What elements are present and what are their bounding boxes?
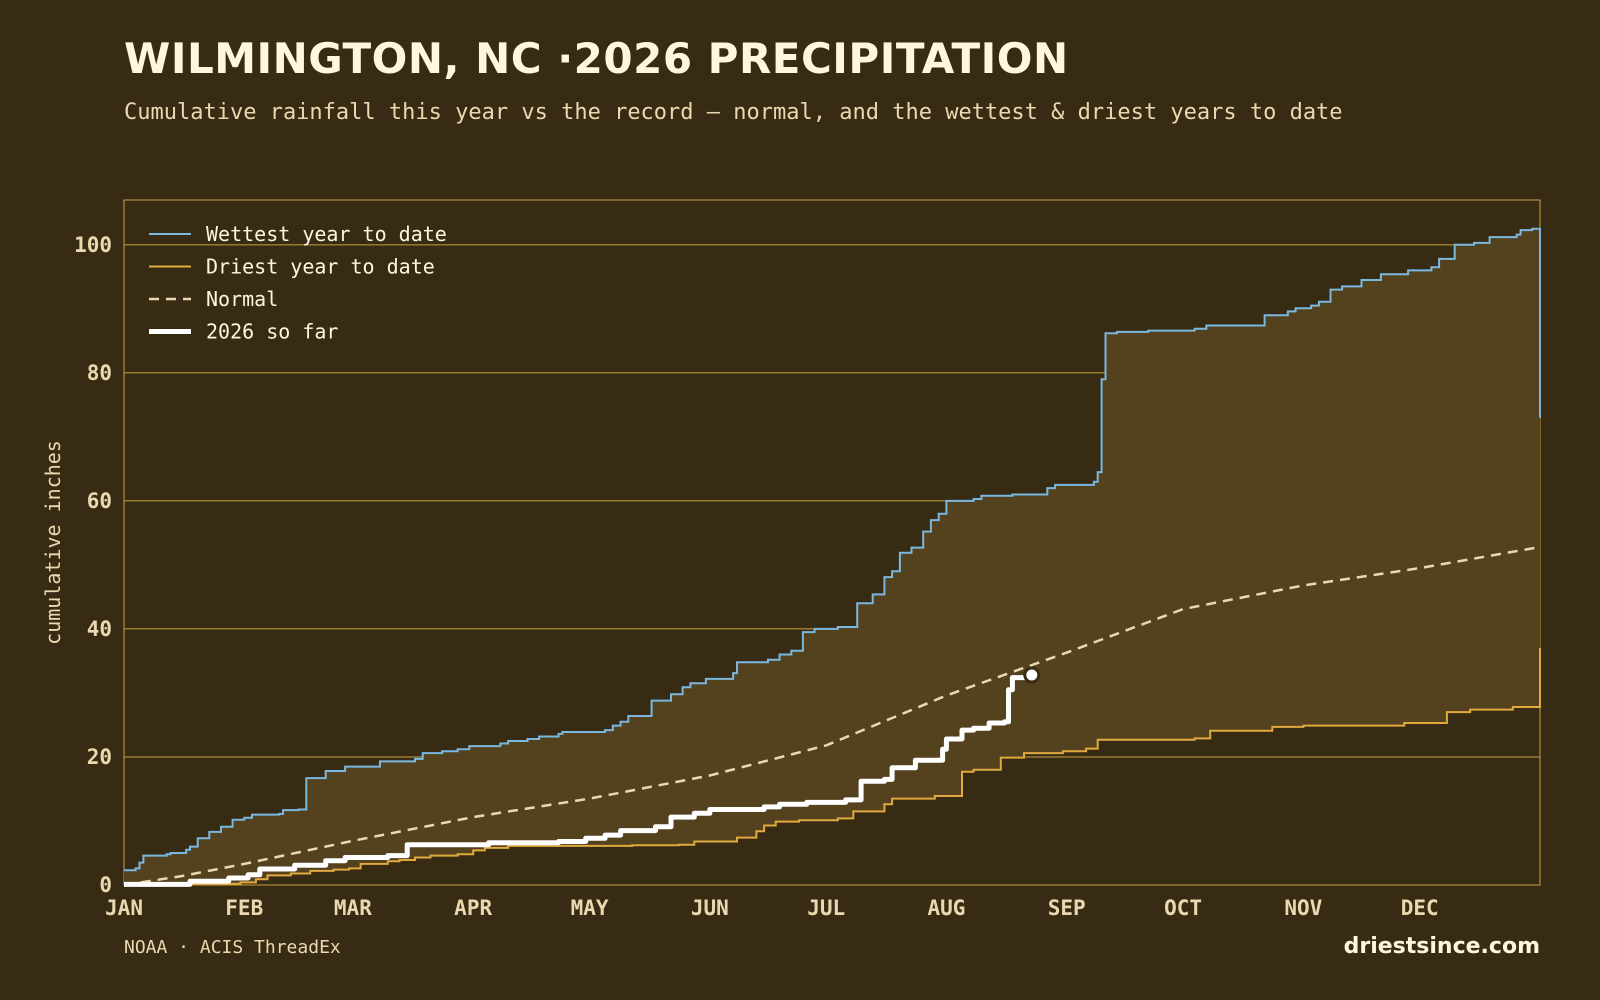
- legend-label-wettest: Wettest year to date: [206, 222, 447, 246]
- y-tick-label: 0: [99, 873, 112, 897]
- data-source-credit: NOAA · ACIS ThreadEx: [124, 937, 341, 958]
- wettest-series-line: [124, 227, 1541, 872]
- current-latest-point: [1023, 666, 1041, 684]
- x-tick-label-jan: JAN: [105, 896, 143, 920]
- legend-label-normal: Normal: [206, 287, 278, 311]
- x-tick-label-jun: JUN: [691, 896, 729, 920]
- current-series-line: [124, 675, 1035, 887]
- y-tick-label: 60: [87, 489, 112, 513]
- chart-subtitle: Cumulative rainfall this year vs the rec…: [124, 100, 1343, 125]
- y-tick-label: 100: [74, 233, 112, 257]
- x-tick-label-dec: DEC: [1401, 896, 1439, 920]
- y-tick-label: 40: [87, 617, 112, 641]
- legend: Wettest year to date Driest year to date N…: [149, 222, 447, 344]
- chart-title: WILMINGTON, NC ·2026 PRECIPITATION: [124, 34, 1069, 83]
- x-tick-label-jul: JUL: [807, 896, 845, 920]
- record-range-band: [124, 228, 1540, 885]
- y-tick-label: 80: [87, 361, 112, 385]
- axis-ticks: 0 20 40 60 80 100 JAN FEB MAR APR MAY JUN JUL AUG SEP O…: [74, 233, 1439, 920]
- x-tick-label-sep: SEP: [1048, 896, 1086, 920]
- brand-link[interactable]: driestsince.com: [1343, 934, 1540, 959]
- x-tick-label-feb: FEB: [225, 896, 263, 920]
- x-tick-label-nov: NOV: [1284, 896, 1322, 920]
- legend-label-current: 2026 so far: [206, 320, 338, 344]
- x-tick-label-may: MAY: [571, 896, 609, 920]
- y-tick-label: 20: [87, 745, 112, 769]
- driest-series-line: [124, 648, 1541, 886]
- y-axis-title: cumulative inches: [41, 440, 65, 645]
- x-tick-label-mar: MAR: [334, 896, 372, 920]
- legend-label-driest: Driest year to date: [206, 255, 435, 279]
- x-tick-label-apr: APR: [454, 896, 492, 920]
- x-tick-label-aug: AUG: [927, 896, 965, 920]
- normal-series-line: [123, 545, 1541, 887]
- x-tick-label-oct: OCT: [1164, 896, 1202, 920]
